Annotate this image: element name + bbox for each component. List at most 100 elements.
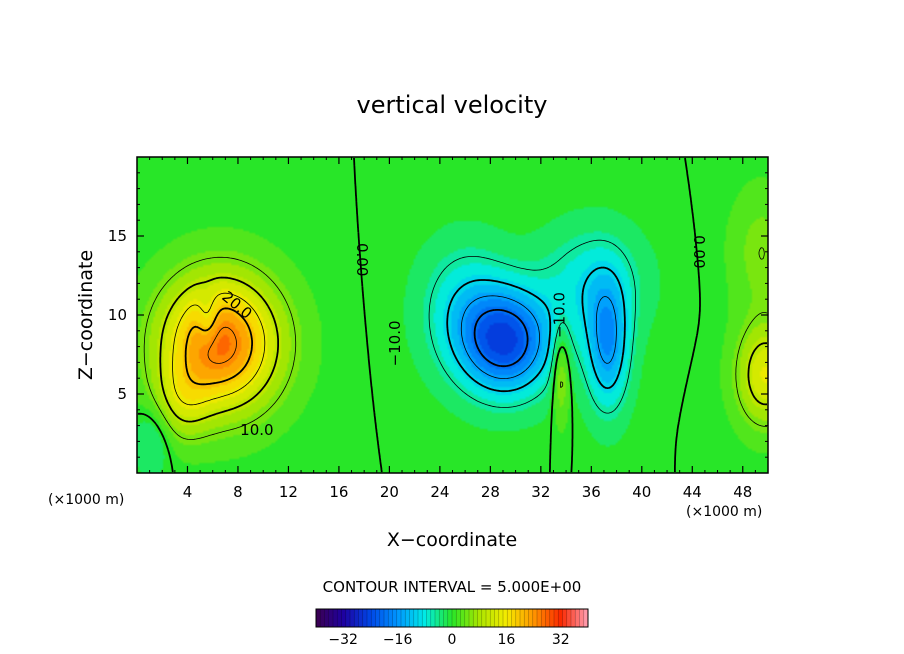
contour-level-neg5 — [428, 239, 636, 414]
colorbar-segment — [333, 609, 338, 627]
colorbar-segment — [566, 609, 572, 627]
colorbar-segment — [554, 609, 559, 627]
colorbar-segment — [473, 609, 478, 627]
contour-label: −10.0 — [550, 292, 568, 338]
colorbar-segment — [532, 609, 538, 627]
colorbar-segment — [367, 609, 372, 627]
plot-area — [137, 157, 768, 473]
colorbar-segment — [337, 609, 342, 627]
colorbar-segment — [426, 609, 432, 627]
colorbar-tick-label: 16 — [497, 632, 515, 648]
contour-label: 10.0 — [240, 421, 273, 439]
colorbar-segment — [571, 609, 576, 627]
colorbar-segment — [477, 609, 483, 627]
colorbar-segment — [401, 609, 406, 627]
x-tick-label: 16 — [329, 483, 348, 501]
x-tick-label: 40 — [632, 483, 651, 501]
x-tick-label: 4 — [183, 483, 193, 501]
colorbar-segment — [439, 609, 444, 627]
colorbar-segment — [549, 609, 555, 627]
x-axis-ticks: 4 8 12 16 20 24 28 32 36 40 44 48 — [149, 157, 756, 501]
colorbar-segment — [464, 609, 470, 627]
colorbar-segment — [354, 609, 359, 627]
colorbar-segment — [469, 609, 474, 627]
contour-lines — [137, 157, 768, 473]
x-tick-label: 12 — [279, 483, 298, 501]
colorbar-segment — [388, 609, 393, 627]
colorbar-segment — [579, 609, 585, 627]
y-tick-label: 5 — [117, 385, 127, 403]
colorbar-segment — [324, 609, 330, 627]
contour-level-0 — [137, 157, 701, 473]
colorbar-segment — [379, 609, 385, 627]
contour-level-5 — [143, 247, 768, 440]
colorbar-segment — [562, 609, 568, 627]
colorbar-segment — [358, 609, 364, 627]
contour-level-20 — [184, 307, 253, 386]
y-axis-label: Z−coordinate — [75, 250, 97, 380]
colorbar-segment — [362, 609, 368, 627]
colorbar-segment — [515, 609, 521, 627]
contour-level-neg10 — [446, 266, 626, 393]
colorbar-segment — [575, 609, 580, 627]
colorbar-segment — [503, 609, 508, 627]
colorbar-segment — [456, 609, 461, 627]
x-tick-label: 48 — [733, 483, 752, 501]
colorbar-segment — [375, 609, 381, 627]
x-unit-right: (×1000 m) — [686, 504, 762, 520]
colorbar-segment — [524, 609, 529, 627]
colorbar: −32 −16 0 16 32 — [315, 608, 589, 648]
colorbar-segment — [443, 609, 449, 627]
colorbar-segment — [537, 609, 542, 627]
colorbar-segment — [545, 609, 551, 627]
colorbar-segment — [520, 609, 525, 627]
velocity-heatmap — [137, 157, 768, 473]
colorbar-segment — [396, 609, 402, 627]
colorbar-segment — [447, 609, 453, 627]
colorbar-segment — [316, 609, 321, 627]
colorbar-tick-label: 0 — [448, 632, 457, 648]
colorbar-segment — [490, 609, 495, 627]
colorbar-segment — [460, 609, 466, 627]
y-tick-label: 10 — [108, 306, 127, 324]
colorbar-segment — [341, 609, 347, 627]
x-tick-label: 8 — [233, 483, 243, 501]
contour-level-15 — [172, 292, 266, 406]
contour-label: −10.0 — [386, 320, 404, 366]
colorbar-segment — [320, 609, 325, 627]
colorbar-segment — [486, 609, 491, 627]
colorbar-segment — [511, 609, 517, 627]
y-tick-label: 15 — [108, 227, 127, 245]
colorbar-segment — [452, 609, 457, 627]
x-tick-label: 24 — [430, 483, 449, 501]
colorbar-segment — [481, 609, 487, 627]
y-axis-ticks: 5 10 15 — [108, 172, 768, 458]
contour-label: 0.00 — [353, 243, 371, 276]
colorbar-frame — [315, 608, 589, 628]
x-unit-left: (×1000 m) — [48, 492, 124, 508]
contour-level-10 — [159, 276, 768, 423]
contour-interval-text: CONTOUR INTERVAL = 5.000E+00 — [323, 578, 582, 596]
colorbar-segment — [507, 609, 512, 627]
colorbar-segment — [541, 609, 546, 627]
colorbar-segment — [384, 609, 389, 627]
colorbar-segment — [392, 609, 398, 627]
colorbar-segment — [350, 609, 355, 627]
colorbar-segment — [498, 609, 504, 627]
x-tick-label: 44 — [683, 483, 702, 501]
x-tick-label: 36 — [582, 483, 601, 501]
x-axis-label: X−coordinate — [387, 529, 517, 551]
colorbar-segment — [528, 609, 534, 627]
contour-level-25 — [207, 326, 237, 364]
colorbar-segment — [405, 609, 410, 627]
colorbar-tick-label: 32 — [552, 632, 570, 648]
contour-label: 0.00 — [690, 235, 708, 268]
colorbar-segment — [409, 609, 415, 627]
colorbar-segment — [371, 609, 376, 627]
colorbar-tick-label: −32 — [328, 632, 358, 648]
contour-level-neg20 — [473, 309, 529, 368]
colorbar-segment — [418, 609, 423, 627]
colorbar-tick-label: −16 — [383, 632, 413, 648]
colorbar-segment — [422, 609, 427, 627]
